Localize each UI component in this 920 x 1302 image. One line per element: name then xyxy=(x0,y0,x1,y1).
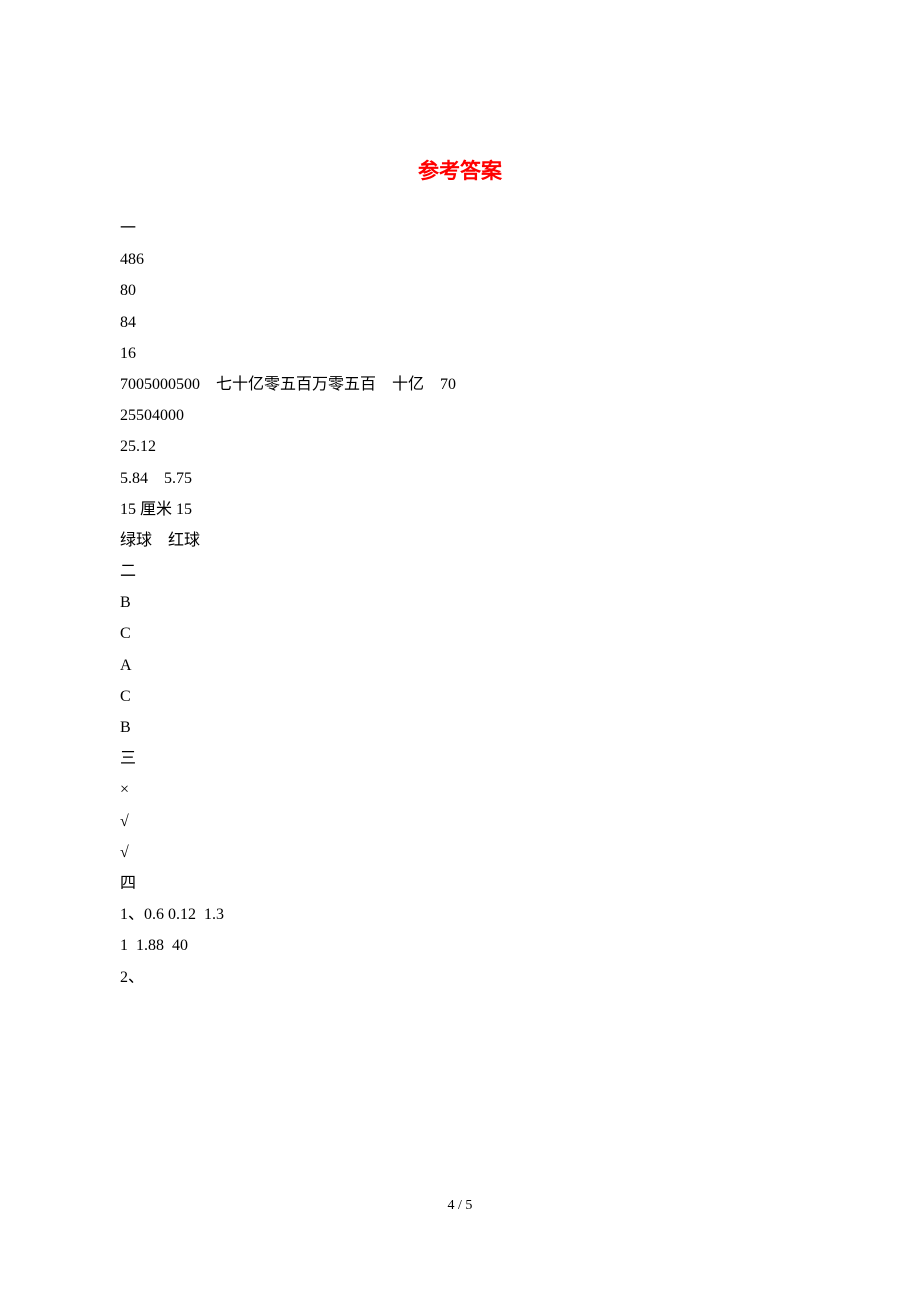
page-number: 4 / 5 xyxy=(0,1198,920,1214)
page-title: 参考答案 xyxy=(120,155,800,185)
answer-line: 四 xyxy=(120,868,800,899)
answer-line: 16 xyxy=(120,338,800,369)
answer-line: 15 厘米 15 xyxy=(120,494,800,525)
answer-line: 1、0.6 0.12 1.3 xyxy=(120,899,800,930)
answer-line: 486 xyxy=(120,244,800,275)
answer-line: 绿球 红球 xyxy=(120,525,800,556)
answer-line: 25.12 xyxy=(120,431,800,462)
answer-line: B xyxy=(120,587,800,618)
answer-line: 二 xyxy=(120,556,800,587)
answer-line: 2、 xyxy=(120,962,800,993)
answer-line: C xyxy=(120,618,800,649)
answer-line: B xyxy=(120,712,800,743)
answer-line: × xyxy=(120,774,800,805)
answer-line: 1 1.88 40 xyxy=(120,930,800,961)
answer-line: 7005000500 七十亿零五百万零五百 十亿 70 xyxy=(120,369,800,400)
answer-line: 一 xyxy=(120,213,800,244)
document-page: 参考答案 一 486 80 84 16 7005000500 七十亿零五百万零五… xyxy=(0,0,920,993)
answer-line: 80 xyxy=(120,275,800,306)
answer-line: 25504000 xyxy=(120,400,800,431)
answer-line: A xyxy=(120,650,800,681)
answer-line: 5.84 5.75 xyxy=(120,463,800,494)
answer-line: 84 xyxy=(120,307,800,338)
answer-line: √ xyxy=(120,806,800,837)
answer-line: 三 xyxy=(120,743,800,774)
answer-line: C xyxy=(120,681,800,712)
answer-line: √ xyxy=(120,837,800,868)
answer-content: 一 486 80 84 16 7005000500 七十亿零五百万零五百 十亿 … xyxy=(120,213,800,993)
